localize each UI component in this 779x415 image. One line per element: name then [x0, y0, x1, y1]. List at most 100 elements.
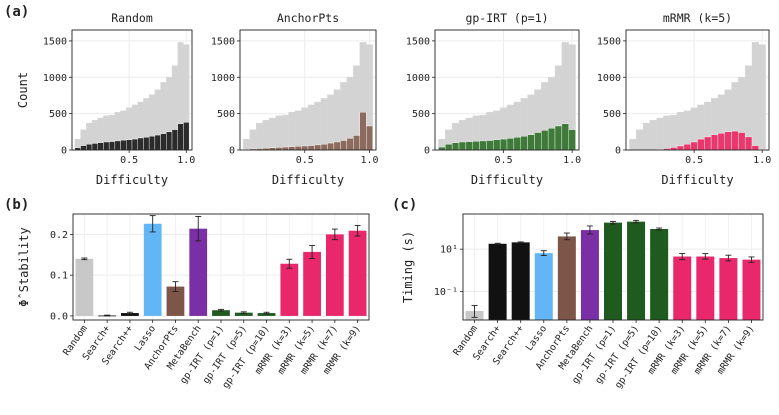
hist-bar-background	[307, 104, 315, 151]
hist-bar-selected	[554, 125, 563, 151]
bar	[212, 310, 230, 316]
hist-bar-selected	[353, 135, 361, 151]
bar	[143, 223, 162, 316]
bar	[257, 313, 276, 316]
hist-bar-selected	[724, 131, 732, 151]
histogram-title: mRMR (k=5)	[663, 11, 732, 25]
hist-bar-selected	[731, 130, 739, 151]
hist-bar-selected	[513, 137, 521, 151]
hist-bar-selected	[160, 133, 167, 151]
y-tick-label: 0.0	[50, 311, 68, 322]
hist-bar-selected	[465, 141, 473, 151]
hist-bar-background	[281, 114, 289, 151]
bar	[189, 228, 208, 316]
y-tick-label: 1500	[597, 36, 621, 47]
hist-bar-selected	[359, 111, 367, 151]
hist-bar-background	[268, 117, 276, 151]
histogram-title: AnchorPts	[277, 11, 339, 25]
y-tick-label: 500	[49, 109, 67, 120]
hist-bar-selected	[445, 143, 453, 151]
hist-bar-background	[288, 112, 296, 151]
hist-bar-background	[751, 42, 759, 151]
hist-bar-background	[243, 138, 250, 151]
hist-bar-selected	[683, 143, 691, 151]
hist-bar-selected	[91, 143, 98, 151]
y-tick-label: 0	[424, 146, 430, 157]
hist-bar-selected	[307, 145, 315, 151]
hist-bar-selected	[103, 141, 110, 151]
hist-bar-selected	[520, 135, 528, 151]
bar	[280, 263, 299, 316]
bar	[75, 258, 94, 316]
x-tick-label: 0.5	[120, 155, 138, 166]
x-axis-label: Difficulty	[661, 173, 733, 187]
bar	[234, 312, 253, 316]
hist-bar-background	[629, 138, 637, 151]
hist-bar-background	[262, 120, 270, 151]
bar	[580, 230, 599, 320]
hist-bar-selected	[738, 132, 746, 151]
histogram-anchorpts: 0.5 1.0 0 500 1000 1500 AnchorPts Difficulty	[211, 11, 379, 187]
hist-bar-selected	[717, 133, 725, 151]
hist-bar-background	[656, 117, 664, 151]
hist-bar-selected	[568, 129, 576, 151]
x-tick-label: 1.0	[753, 155, 771, 166]
hist-bar-background	[256, 122, 263, 151]
bar	[325, 234, 344, 316]
hist-bar-selected	[86, 143, 93, 151]
histogram-title: gp-IRT (p=1)	[465, 11, 548, 25]
bar	[627, 221, 646, 320]
hist-bar-background	[249, 129, 257, 151]
y-axis-label: Timing (s)	[401, 231, 415, 303]
hist-bar-background	[758, 44, 766, 151]
hist-bar-selected	[97, 142, 104, 151]
bar	[121, 313, 139, 316]
hist-bar-background	[333, 89, 341, 151]
hist-bar-selected	[534, 132, 542, 151]
bar-chart-stability: RandomSearch+Search++LassoAnchorPtsMetaB…	[17, 213, 370, 391]
histogram-gpirt: 0.5 1.0 0 500 1000 1500 gp-IRT (p=1) Difficulty	[406, 11, 581, 187]
x-axis-label: Difficulty	[272, 173, 344, 187]
x-axis-label: Difficulty	[471, 173, 543, 187]
hist-bar-selected	[320, 143, 328, 151]
x-tick-label: 1.0	[360, 155, 378, 166]
hist-bar-selected	[486, 140, 494, 151]
hist-bar-selected	[472, 141, 480, 151]
hist-bar-selected	[697, 138, 705, 151]
bar	[719, 258, 738, 320]
hist-bar-background	[320, 98, 328, 151]
hist-bar-selected	[451, 142, 460, 151]
y-tick-label: 0	[61, 146, 67, 157]
histogram-mrmr: 0.5 1.0 0 500 1000 1500 mRMR (k=5) Difficulty	[597, 11, 771, 187]
histogram-random: 0.5 1.0 0 500 1000 1500 Random Difficulty Count	[16, 11, 195, 187]
hist-bar-selected	[327, 142, 335, 151]
hist-bar-selected	[301, 145, 309, 151]
hist-bar-selected	[288, 146, 296, 151]
hist-bar-selected	[314, 144, 322, 151]
plot-frame	[71, 29, 193, 151]
hist-bar-selected	[108, 141, 116, 151]
y-tick-label: 500	[603, 109, 621, 120]
hist-bar-selected	[294, 146, 302, 151]
y-tick-label: 10⁻¹	[434, 287, 458, 298]
bar	[511, 242, 530, 320]
hist-bar-selected	[547, 127, 556, 151]
hist-bar-selected	[143, 137, 150, 151]
y-tick-label: 1000	[406, 73, 430, 84]
hist-bar-selected	[676, 145, 685, 151]
panel-label-b: (b)	[4, 197, 29, 213]
y-tick-label: 0	[615, 146, 621, 157]
histogram-title: Random	[111, 11, 153, 25]
panel-label-a: (a)	[4, 4, 29, 20]
hist-bar-selected	[479, 140, 487, 151]
bar	[303, 251, 321, 316]
hist-bar-background	[301, 107, 309, 151]
plot-frame	[434, 29, 580, 151]
bar	[742, 259, 761, 320]
y-axis-label: Count	[16, 72, 30, 108]
hist-bar-selected	[704, 136, 712, 151]
x-tick-label: 1.0	[177, 155, 195, 166]
hist-bar-selected	[346, 138, 354, 151]
y-tick-label: 0.1	[50, 271, 68, 282]
hist-bar-selected	[751, 145, 759, 151]
